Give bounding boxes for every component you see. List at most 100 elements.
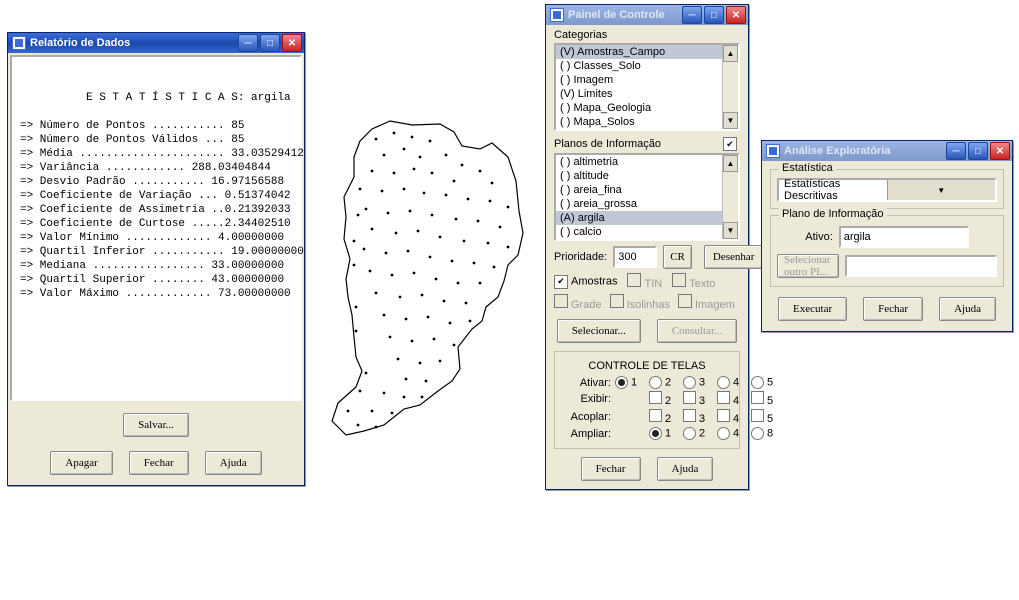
close-button[interactable]: ✕ <box>990 142 1010 160</box>
sample-point <box>451 260 454 263</box>
screen-option-row: Ativar:12345 <box>561 376 733 389</box>
titlebar-analysis[interactable]: Análise Exploratória ─ □ ✕ <box>762 141 1012 161</box>
statistic-combo[interactable]: Estatísticas Descritivas ▼ <box>777 178 997 202</box>
chevron-down-icon[interactable]: ▼ <box>887 180 996 200</box>
planos-label: Planos de Informação <box>554 138 661 150</box>
close-button-analysis[interactable]: Fechar <box>863 297 923 321</box>
list-item[interactable]: ( ) altitude <box>556 169 738 183</box>
check-option[interactable]: 4 <box>717 409 751 425</box>
radio-option[interactable]: 3 <box>683 376 717 389</box>
check-option[interactable]: 4 <box>717 391 751 407</box>
sample-point <box>357 214 360 217</box>
draw-button[interactable]: Desenhar <box>704 245 764 269</box>
execute-button[interactable]: Executar <box>778 297 847 321</box>
sample-point <box>365 372 368 375</box>
close-button[interactable]: ✕ <box>282 34 302 52</box>
cr-button[interactable]: CR <box>663 245 692 269</box>
radio-option[interactable]: 8 <box>751 427 785 440</box>
sample-point <box>393 172 396 175</box>
titlebar-report[interactable]: Relatório de Dados ─ □ ✕ <box>8 33 304 53</box>
sample-point <box>355 306 358 309</box>
scroll-up-icon[interactable]: ▲ <box>723 45 738 62</box>
list-item[interactable]: ( ) Imagem <box>556 73 738 87</box>
check-option[interactable]: 3 <box>683 409 717 425</box>
radio-option[interactable]: 5 <box>751 376 785 389</box>
list-item[interactable]: (A) argila <box>556 211 738 225</box>
check-option[interactable]: 2 <box>649 391 683 407</box>
sample-point <box>375 426 378 429</box>
close-button-panel[interactable]: Fechar <box>581 457 641 481</box>
check-option[interactable]: 5 <box>751 391 785 407</box>
list-item[interactable]: (V) Amostras_Campo <box>556 45 738 59</box>
sample-point <box>433 338 436 341</box>
region-outline <box>332 121 523 435</box>
minimize-button[interactable]: ─ <box>946 142 966 160</box>
sample-point <box>435 278 438 281</box>
radio-option[interactable]: 4 <box>717 376 751 389</box>
radio-option[interactable]: 4 <box>717 427 751 440</box>
sample-point <box>407 250 410 253</box>
sample-point <box>395 232 398 235</box>
sample-point <box>359 390 362 393</box>
sample-point <box>381 190 384 193</box>
planos-listbox[interactable]: ( ) altimetria( ) altitude( ) areia_fina… <box>554 153 740 241</box>
option-row-label: Ativar: <box>561 377 615 389</box>
sample-point <box>405 378 408 381</box>
select-button[interactable]: Selecionar... <box>557 319 641 343</box>
list-item[interactable]: ( ) areia_fina <box>556 183 738 197</box>
list-item[interactable]: ( ) calcio <box>556 225 738 239</box>
list-item[interactable]: ( ) Classes_Solo <box>556 59 738 73</box>
scroll-down-icon[interactable]: ▼ <box>723 222 738 239</box>
tin-checkbox: TIN <box>627 273 662 290</box>
minimize-button[interactable]: ─ <box>238 34 258 52</box>
scrollbar[interactable]: ▲ ▼ <box>722 155 738 239</box>
sample-point <box>439 236 442 239</box>
sample-point <box>413 168 416 171</box>
check-option[interactable]: 3 <box>683 391 717 407</box>
combo-value: Estatísticas Descritivas <box>779 178 887 202</box>
scroll-up-icon[interactable]: ▲ <box>723 155 738 172</box>
check-option[interactable]: 5 <box>751 409 785 425</box>
list-item[interactable]: ( ) Mapa_Geologia <box>556 101 738 115</box>
scroll-down-icon[interactable]: ▼ <box>723 112 738 129</box>
minimize-button[interactable]: ─ <box>682 6 702 24</box>
check-option[interactable]: 2 <box>649 409 683 425</box>
other-pi-input[interactable] <box>845 255 997 277</box>
close-button[interactable]: ✕ <box>726 6 746 24</box>
clear-button[interactable]: Apagar <box>50 451 112 475</box>
list-item[interactable]: ( ) areia_grossa <box>556 197 738 211</box>
list-item[interactable]: ( ) Mapa_Solos <box>556 115 738 129</box>
maximize-button[interactable]: □ <box>260 34 280 52</box>
radio-option[interactable]: 2 <box>683 427 717 440</box>
titlebar-control[interactable]: Painel de Controle ─ □ ✕ <box>546 5 748 25</box>
radio-option[interactable]: 1 <box>615 376 649 389</box>
sample-point <box>421 294 424 297</box>
sample-point <box>477 220 480 223</box>
sample-point <box>507 246 510 249</box>
sample-point <box>479 170 482 173</box>
option-row-label: Exibir: <box>561 393 615 405</box>
radio-option[interactable]: 1 <box>649 427 683 440</box>
help-button-analysis[interactable]: Ajuda <box>939 297 996 321</box>
map-viewport <box>312 115 534 445</box>
active-plano-input[interactable] <box>839 226 969 248</box>
radio-option[interactable]: 2 <box>649 376 683 389</box>
planos-toggle[interactable]: ✔ <box>723 137 737 151</box>
sample-point <box>411 136 414 139</box>
app-icon <box>550 8 564 22</box>
priority-input[interactable] <box>613 246 657 268</box>
maximize-button[interactable]: □ <box>968 142 988 160</box>
categories-listbox[interactable]: (V) Amostras_Campo( ) Classes_Solo( ) Im… <box>554 43 740 131</box>
amostras-checkbox[interactable]: ✔Amostras <box>554 275 617 289</box>
save-button[interactable]: Salvar... <box>123 413 189 437</box>
screens-group: CONTROLE DE TELAS Ativar:12345Exibir:234… <box>554 351 740 449</box>
help-button-panel[interactable]: Ajuda <box>657 457 714 481</box>
sample-point <box>365 208 368 211</box>
list-item[interactable]: (V) Limites <box>556 87 738 101</box>
help-button-report[interactable]: Ajuda <box>205 451 262 475</box>
list-item[interactable]: ( ) altimetria <box>556 155 738 169</box>
sample-point <box>457 282 460 285</box>
maximize-button[interactable]: □ <box>704 6 724 24</box>
scrollbar[interactable]: ▲ ▼ <box>722 45 738 129</box>
close-button-report[interactable]: Fechar <box>129 451 189 475</box>
